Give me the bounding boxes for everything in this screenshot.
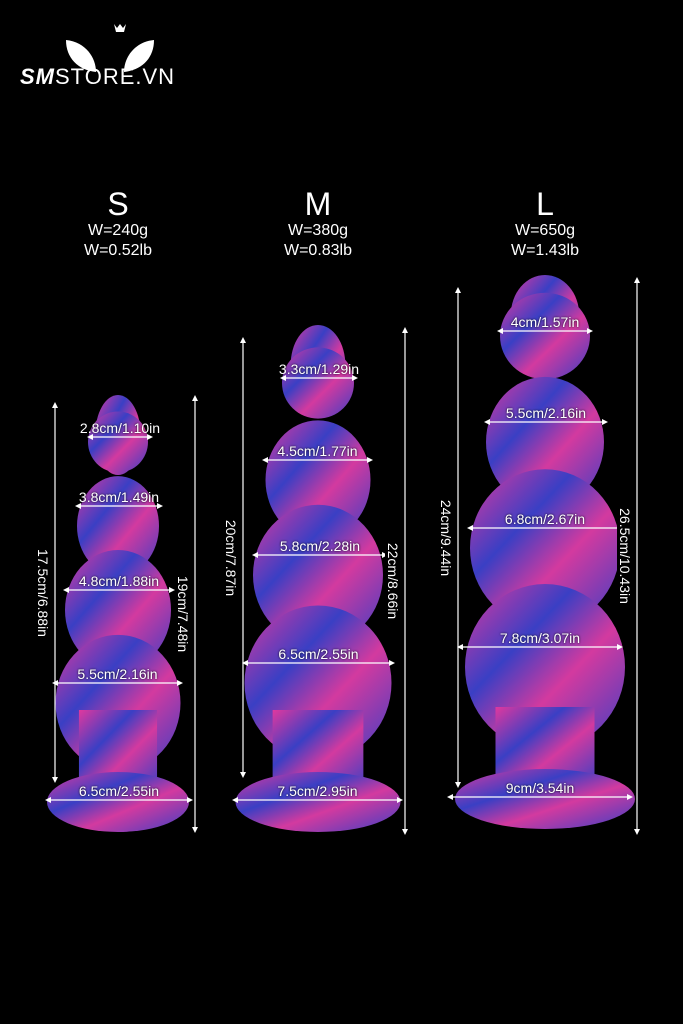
product-bulb — [65, 549, 171, 671]
weight-grams: W=240g — [87, 222, 149, 239]
width-label: 3.8cm/1.49in — [78, 489, 160, 505]
product-bulb — [88, 411, 148, 473]
product-bulb — [253, 504, 383, 646]
size-label: S — [107, 186, 129, 222]
width-label: 5.5cm/2.16in — [505, 405, 587, 421]
product-bulb — [486, 376, 604, 508]
weight-pounds: W=0.52lb — [83, 242, 153, 259]
weight-grams: W=650g — [514, 222, 576, 239]
width-label: 5.8cm/2.28in — [279, 538, 361, 554]
product-base — [235, 772, 401, 832]
weight-pounds: W=0.83lb — [283, 242, 353, 259]
width-label: 2.8cm/1.10in — [79, 420, 161, 436]
insertable-length-label: 24cm/9.44in — [438, 497, 454, 578]
weight-pounds: W=1.43lb — [510, 242, 580, 259]
size-label: M — [304, 186, 332, 222]
width-label: 3.3cm/1.29in — [278, 361, 360, 377]
width-label: 6.8cm/2.67in — [504, 511, 586, 527]
product-base — [47, 772, 189, 832]
width-label: 4.5cm/1.77in — [277, 443, 358, 459]
width-label: 5.5cm/2.16in — [77, 666, 158, 682]
product-bulb — [265, 420, 371, 540]
width-label: 4cm/1.57in — [510, 314, 580, 330]
brand-logo-text: SMSTORE.VN — [20, 64, 176, 89]
total-length-label: 19cm/7.48in — [175, 573, 191, 655]
insertable-length-label: 20cm/7.87in — [223, 517, 239, 598]
product-bulb — [500, 292, 590, 380]
brand-logo-icon — [66, 24, 154, 72]
total-length-label: 22cm/8.66in — [385, 540, 401, 622]
total-length-label: 26.5cm/10.43in — [617, 506, 633, 606]
width-label: 7.5cm/2.95in — [277, 783, 358, 799]
insertable-length-label: 17.5cm/6.88in — [35, 546, 51, 639]
width-label: 9cm/3.54in — [505, 780, 575, 796]
width-label: 4.8cm/1.88in — [78, 573, 160, 589]
width-label: 7.8cm/3.07in — [499, 630, 581, 646]
product-bulb — [77, 476, 159, 576]
width-label: 6.5cm/2.55in — [78, 783, 160, 799]
product-base — [455, 769, 635, 829]
weight-grams: W=380g — [287, 222, 349, 239]
product-bulb — [282, 347, 354, 419]
product-bulb — [470, 469, 620, 627]
size-label: L — [536, 186, 554, 222]
width-label: 6.5cm/2.55in — [278, 646, 359, 662]
